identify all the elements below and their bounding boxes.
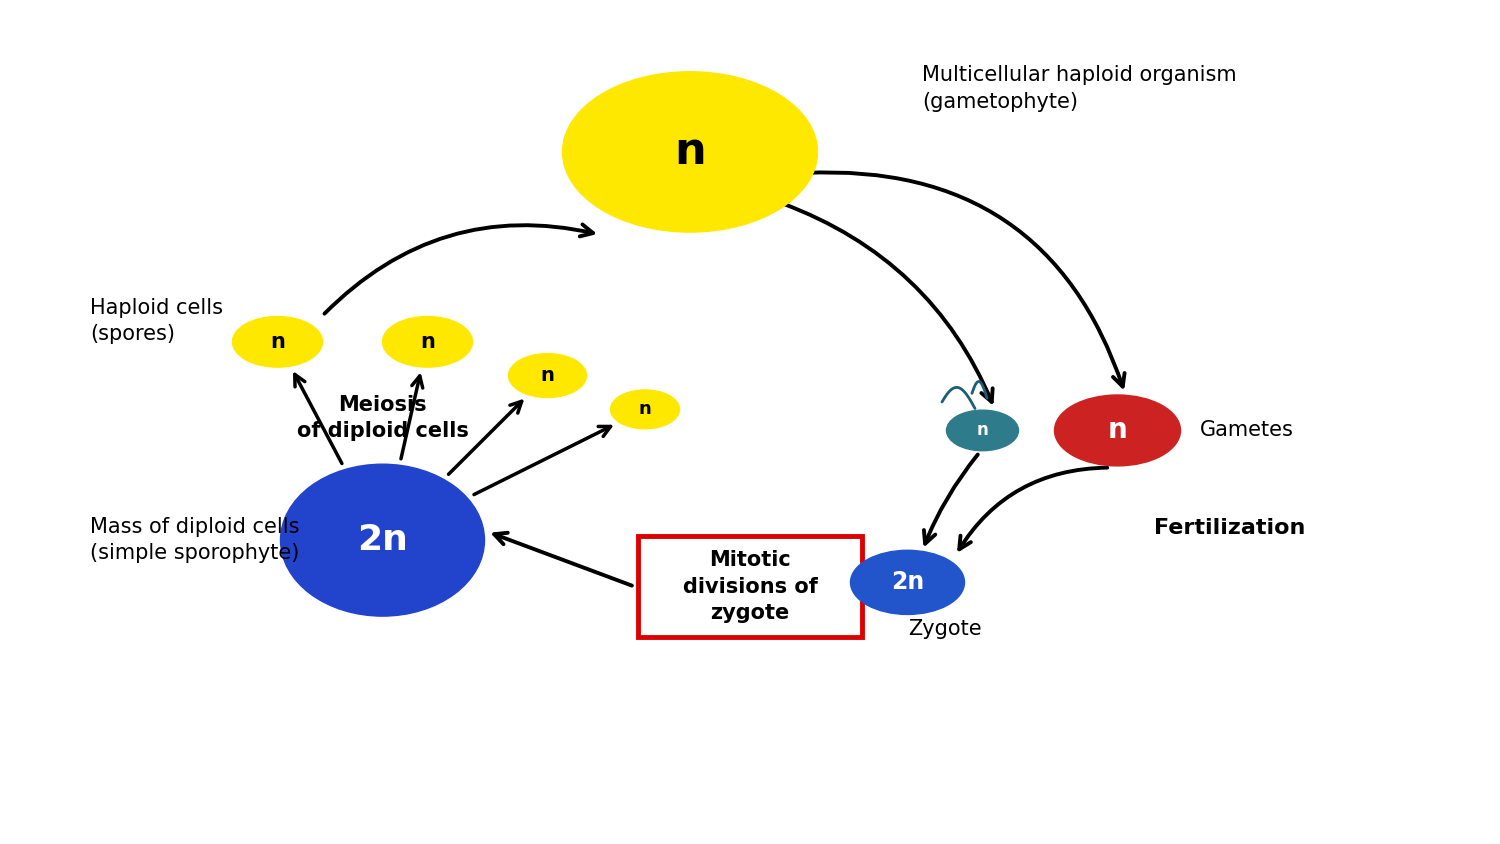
Text: n: n (270, 332, 285, 352)
Text: 2n: 2n (891, 571, 924, 594)
Text: n: n (540, 366, 555, 385)
Text: n: n (1107, 416, 1128, 445)
Ellipse shape (509, 354, 586, 398)
Text: Multicellular haploid organism
(gametophyte): Multicellular haploid organism (gametoph… (922, 66, 1238, 111)
Text: 2n: 2n (357, 523, 408, 557)
Text: Fertilization: Fertilization (1155, 517, 1305, 538)
Text: Haploid cells
(spores): Haploid cells (spores) (90, 298, 224, 344)
Ellipse shape (232, 316, 322, 367)
Ellipse shape (610, 390, 680, 429)
Text: n: n (639, 400, 651, 419)
Ellipse shape (382, 316, 472, 367)
Ellipse shape (850, 550, 964, 614)
Text: Zygote: Zygote (908, 619, 983, 639)
Text: Mass of diploid cells
(simple sporophyte): Mass of diploid cells (simple sporophyte… (90, 517, 300, 563)
Ellipse shape (280, 464, 484, 616)
Text: n: n (976, 421, 988, 440)
Text: n: n (674, 131, 706, 173)
Text: Gametes: Gametes (1200, 420, 1294, 441)
Text: Mitotic
divisions of
zygote: Mitotic divisions of zygote (682, 550, 818, 623)
Ellipse shape (946, 410, 1018, 451)
Text: Meiosis
of diploid cells: Meiosis of diploid cells (297, 395, 468, 441)
Ellipse shape (562, 72, 818, 232)
Text: n: n (420, 332, 435, 352)
FancyBboxPatch shape (638, 536, 862, 637)
Ellipse shape (1054, 395, 1180, 466)
